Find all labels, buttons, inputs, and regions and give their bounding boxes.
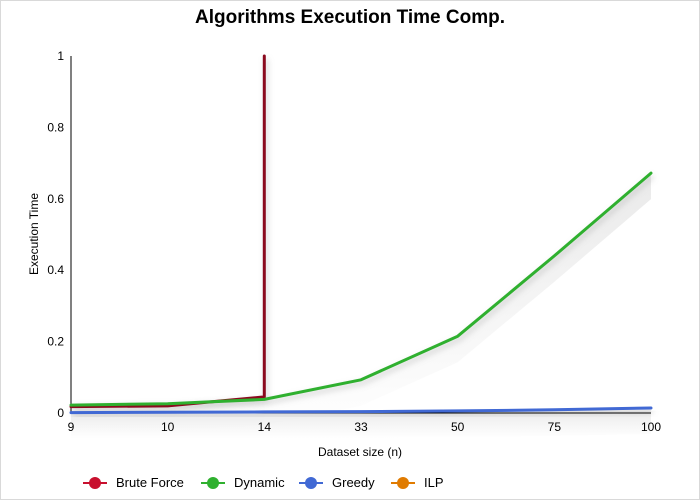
series-line — [69, 406, 653, 415]
y-tick-label: 0.4 — [47, 263, 64, 277]
x-axis-label: Dataset size (n) — [318, 445, 402, 459]
y-tick-label: 0 — [57, 406, 64, 420]
legend: Brute Force Dynamic Greedy ILP — [83, 475, 444, 490]
legend-label: ILP — [424, 475, 444, 490]
chart-title: Algorithms Execution Time Comp. — [194, 7, 506, 28]
axes — [70, 56, 651, 414]
legend-marker — [397, 477, 409, 489]
legend-marker — [207, 477, 219, 489]
x-tick-label: 75 — [548, 420, 562, 434]
series-layer — [69, 54, 653, 415]
series-line — [69, 54, 266, 409]
y-tick-label: 0.2 — [47, 335, 64, 349]
y-tick-label: 0.6 — [47, 192, 64, 206]
x-tick-label: 50 — [451, 420, 465, 434]
series-shadow — [71, 56, 265, 433]
x-tick-label: 9 — [68, 420, 75, 434]
legend-marker — [305, 477, 317, 489]
ticks: 9 10 14 33 50 75 100 0 0.2 0.4 0.6 0.8 1 — [47, 49, 661, 434]
series-line — [69, 171, 653, 407]
x-tick-label: 33 — [354, 420, 368, 434]
legend-label: Greedy — [332, 475, 375, 490]
series-line-shadow — [72, 59, 269, 412]
x-tick-label: 10 — [161, 420, 175, 434]
x-tick-label: 100 — [641, 420, 661, 434]
legend-label: Brute Force — [116, 475, 184, 490]
x-tick-label: 14 — [258, 420, 272, 434]
y-tick-label: 1 — [57, 49, 64, 63]
series-shadow — [71, 173, 651, 432]
legend-label: Dynamic — [234, 475, 285, 490]
y-tick-label: 0.8 — [47, 120, 64, 134]
y-axis-label: Execution Time — [27, 193, 41, 275]
series-line-shadow — [72, 174, 655, 411]
legend-marker — [89, 477, 101, 489]
